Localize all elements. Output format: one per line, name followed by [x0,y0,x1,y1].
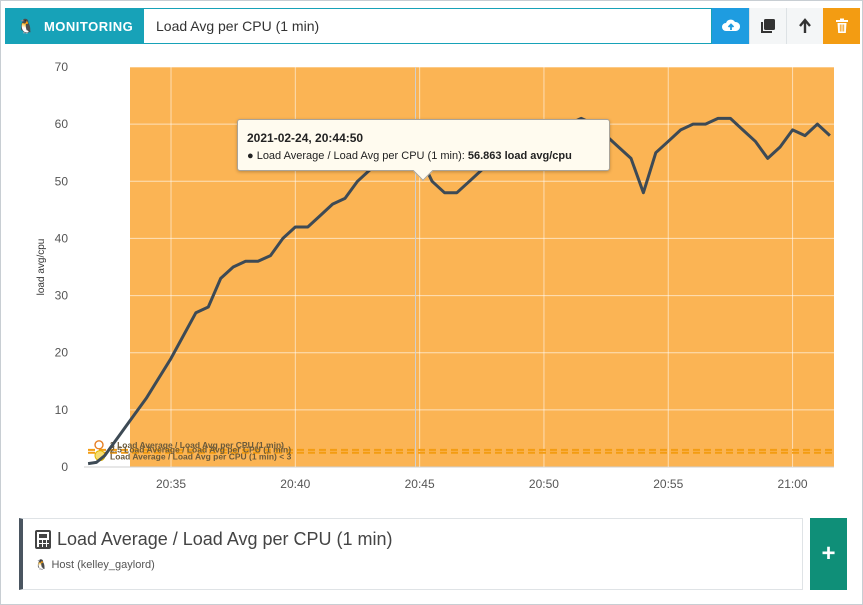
x-tick-label: 20:55 [653,477,683,491]
series-host: Host (kelley_gaylord) [51,559,155,571]
delete-button[interactable] [823,8,860,44]
y-tick-label: 60 [55,117,69,131]
x-tick-label: 20:45 [405,477,435,491]
chart-title-field[interactable] [144,8,712,44]
move-up-button[interactable] [786,8,823,44]
threshold-alert-icon [94,440,104,450]
add-series-button[interactable]: + [810,518,847,590]
threshold-label: 3 Load Average / Load Avg per CPU (1 min… [110,440,284,450]
y-tick-label: 30 [55,289,69,303]
tooltip-value: 56.863 load avg/cpu [467,150,572,162]
trash-icon [835,18,848,33]
arrow-up-icon [799,18,811,33]
y-tick-label: 50 [55,174,69,188]
tooltip-time: 2021-02-24, 20:44:50 [247,131,364,145]
x-tick-label: 20:40 [280,477,310,491]
calculator-icon [35,530,51,549]
linux-icon: 🐧 [17,17,35,34]
threshold-label: 2.5 Load Average / Load Avg per CPU (1 m… [110,444,291,454]
copy-button[interactable] [749,8,786,44]
series-legend-card[interactable]: Load Average / Load Avg per CPU (1 min) … [19,518,803,590]
tooltip-row: ● Load Average / Load Avg per CPU (1 min… [247,150,600,162]
threshold-label: Load Average / Load Avg per CPU (1 min) … [110,451,292,461]
y-tick-label: 20 [55,346,69,360]
cloud-upload-icon [721,19,740,31]
plus-icon: + [821,540,836,567]
chart-title-input[interactable] [156,18,711,34]
x-tick-label: 20:35 [156,477,186,491]
linux-icon: 🐧 [35,559,48,571]
y-tick-label: 0 [61,460,68,474]
chart-tooltip: 2021-02-24, 20:44:50 ● Load Average / Lo… [237,119,610,181]
monitoring-tab[interactable]: 🐧 MONITORING [5,8,144,44]
brand-label: MONITORING [43,18,134,34]
series-host-row: 🐧 Host (kelley_gaylord) [35,559,790,571]
y-axis-label: load avg/cpu [36,239,47,296]
copy-icon [761,19,775,33]
y-tick-label: 10 [55,403,69,417]
y-tick-label: 70 [55,60,69,74]
y-tick-label: 40 [55,231,69,245]
series-line [87,116,831,466]
series-title-row: Load Average / Load Avg per CPU (1 min) [35,529,790,550]
top-bar: 🐧 MONITORING [5,8,860,44]
line-chart[interactable]: 0 10 20 30 40 50 60 70 20:35 20:40 20:45 20:50 20:55… [6,47,858,503]
series-title: Load Average / Load Avg per CPU (1 min) [57,529,393,549]
chart-area[interactable]: 0 10 20 30 40 50 60 70 20:35 20:40 20:45 20:50 20:55… [6,47,858,503]
tooltip-series-label: ● Load Average / Load Avg per CPU (1 min… [247,150,468,162]
x-tick-label: 21:00 [778,477,808,491]
x-tick-label: 20:50 [529,477,559,491]
save-cloud-button[interactable] [712,8,749,44]
